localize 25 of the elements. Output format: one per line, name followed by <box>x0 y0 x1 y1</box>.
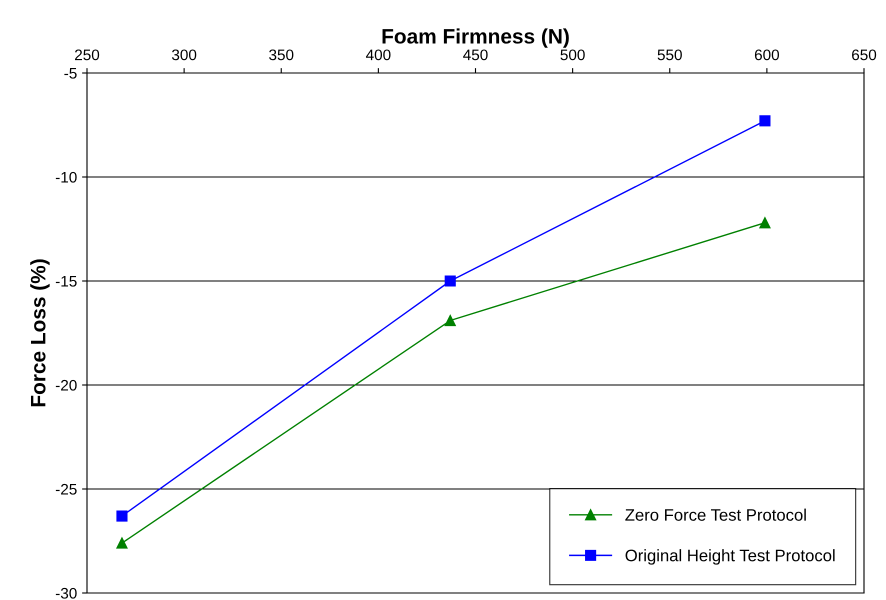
y-tick-label: -30 <box>56 588 77 599</box>
y-tick-label: -25 <box>56 484 77 495</box>
point <box>759 217 770 228</box>
point <box>759 115 770 126</box>
x-axis-title: Foam Firmness (N) <box>382 28 569 48</box>
x-tick-label: 500 <box>560 49 585 60</box>
x-tick-label: 550 <box>658 49 682 60</box>
point <box>116 510 128 522</box>
x-tick-label: 250 <box>75 49 100 60</box>
x-tick-label: 650 <box>852 49 876 60</box>
legend-label: Original Height Test Protocol <box>626 549 835 565</box>
point <box>116 538 128 549</box>
x-tick-label: 450 <box>463 49 488 60</box>
y-tick-label: -5 <box>64 68 77 79</box>
x-tick-label: 600 <box>754 49 780 60</box>
y-axis-title: Force Loss (%) <box>30 259 50 406</box>
x-tick-label: 350 <box>269 49 294 60</box>
y-tick-label: -20 <box>56 380 77 391</box>
point <box>444 314 456 326</box>
y-tick-label: -15 <box>56 276 77 287</box>
x-tick-label: 400 <box>366 49 391 60</box>
y-tick-label: -10 <box>56 172 77 183</box>
x-tick-label: 300 <box>172 49 196 60</box>
legend-label: Zero Force Test Protocol <box>625 508 806 521</box>
point <box>444 275 456 287</box>
